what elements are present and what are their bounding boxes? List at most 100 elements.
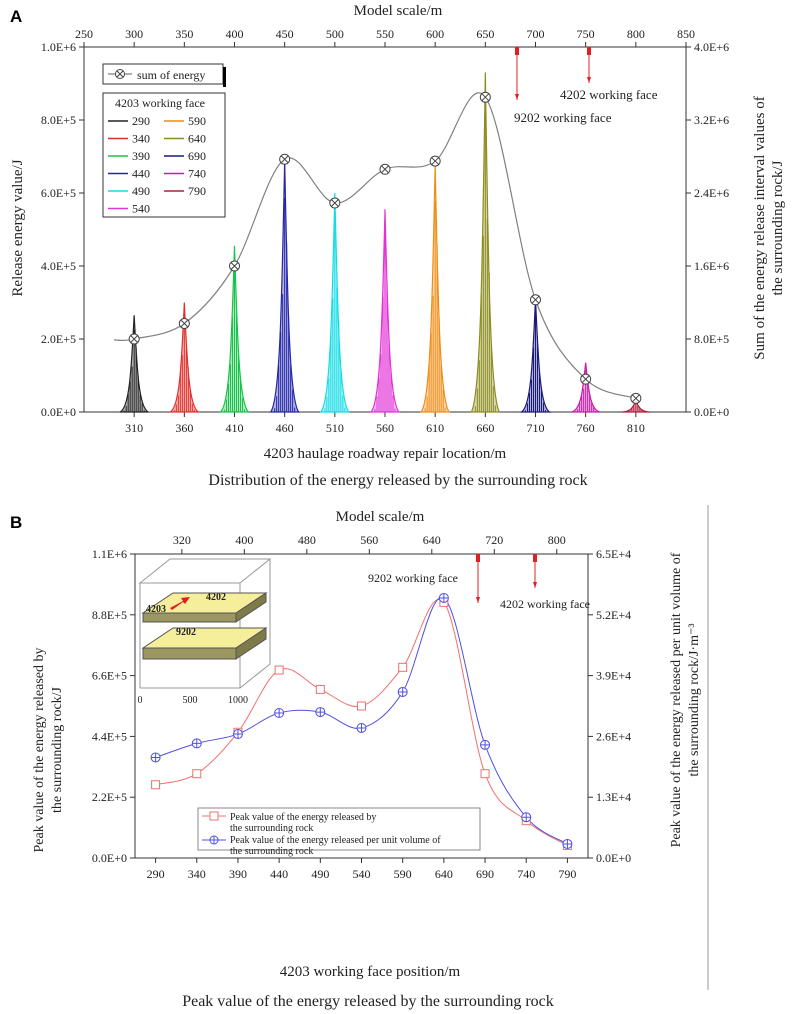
panel-b-y2-tick-label: 6.5E+4 — [596, 547, 631, 561]
panel-b-top-tick-label: 640 — [423, 533, 441, 547]
panel-b-annotation-label: 9202 working face — [368, 571, 458, 585]
panel-a-peak-640 — [470, 72, 501, 413]
panel-a-y2-tick-label: 0.0E+0 — [694, 405, 729, 419]
panel-a-sum-marker-cross — [481, 93, 490, 102]
panel-b-y2-tick-label: 5.2E+4 — [596, 608, 631, 622]
panel-a-sum-marker — [379, 163, 391, 175]
panel-a-x-tick-label: 510 — [326, 421, 344, 435]
panel-b-axes: 290 340 390 440 490 540 590 640 690 740 790 320 400 4… — [92, 533, 631, 881]
panel-a-y2-tick-label: 8.0E+5 — [694, 332, 729, 346]
panel-a-legend-label: 540 — [132, 202, 150, 216]
panel-b-series-2-marker-cross — [521, 812, 531, 822]
panel-a-peak-740 — [571, 362, 600, 413]
panel-a-legend-sum-cross — [116, 70, 124, 78]
panel-b-top-tick-label: 320 — [173, 533, 191, 547]
panel-b-inset: 4203 4202 9202 0 500 1000 — [138, 558, 272, 706]
panel-a-y-tick-label: 4.0E+5 — [41, 259, 76, 273]
panel-b-series-1-marker — [274, 665, 284, 675]
panel-a-sum-marker-cross — [431, 157, 440, 165]
panel-a-sum-marker-cross — [130, 335, 139, 343]
panel-b-inset-label-9202: 9202 — [176, 627, 196, 638]
panel-b-y-axis-label-line1: Peak value of the energy released by — [32, 648, 47, 853]
panel-b-x-tick-label: 490 — [311, 867, 329, 881]
panel-b-x-tick-label: 390 — [229, 867, 247, 881]
panel-a-peak-340 — [168, 302, 201, 413]
panel-b-y2-axis-label-line2: the surrounding rock/J·m⁻³ — [687, 623, 702, 776]
panel-b-y-tick-label: 4.4E+5 — [92, 729, 127, 743]
panel-a-sum-marker — [178, 317, 190, 329]
panel-a-legend-label: 640 — [188, 132, 206, 146]
panel-b-annotation-4202: 4202 working face — [500, 554, 590, 611]
panel-b-x-tick-label: 590 — [394, 867, 412, 881]
panel-b-series-2-marker-cross — [439, 593, 449, 603]
panel-b-label: B — [10, 513, 22, 532]
panel-a-sum-curve — [114, 91, 642, 404]
panel-b-series-2-marker-cross — [398, 687, 408, 697]
panel-a-legend-item-540: 540 — [108, 202, 150, 216]
panel-a-y2-tick-label: 4.0E+6 — [694, 40, 729, 54]
panel-b-y-tick-label: 8.8E+5 — [92, 608, 127, 622]
panel-b-inset-tick-label: 500 — [183, 695, 198, 706]
panel-a-sum-marker-cross — [280, 155, 289, 164]
panel-b-legend-swatch-cross — [210, 836, 218, 844]
panel-b-inset-tick-label: 0 — [138, 695, 143, 706]
panel-b-series-2-marker — [191, 738, 202, 749]
panel-a-legend-item-790: 790 — [164, 184, 206, 198]
panel-a-peak-440 — [269, 160, 300, 413]
panel-a-caption: Distribution of the energy released by t… — [208, 472, 587, 489]
panel-a-legend-item-490: 490 — [108, 184, 150, 198]
panel-a-legend-sum-label: sum of energy — [137, 68, 205, 82]
panel-b-y2-tick-label: 2.6E+4 — [596, 729, 631, 743]
panel-b-top-tick-label: 480 — [298, 533, 316, 547]
panel-a-x-tick-label: 610 — [426, 421, 444, 435]
panel-a-annotation-arrow — [587, 77, 591, 83]
panel-b-y2-tick-label: 1.3E+4 — [596, 790, 631, 804]
panel-a-annotation-marker — [587, 47, 591, 55]
panel-a-sum-marker — [530, 294, 541, 306]
panel-b-y2-tick-label: 3.9E+4 — [596, 669, 631, 683]
panel-b-series-1-marker — [357, 701, 366, 711]
panel-b-series-2-marker-cross — [233, 729, 243, 739]
panel-a-peak-290 — [119, 315, 149, 413]
panel-a-legend-group: 4203 working face 290 340 390 440 490 540 590 64… — [102, 92, 226, 218]
panel-a-top-tick-label: 250 — [75, 27, 93, 41]
panel-a-sum-marker-cross — [330, 199, 339, 207]
panel-b-caption: Peak value of the energy released by the… — [182, 993, 554, 1010]
panel-a-legend-item-340: 340 — [108, 132, 150, 146]
panel-b-x-axis-label: 4203 working face position/m — [280, 964, 461, 980]
panel-b-series-2-marker — [315, 707, 326, 718]
panel-b-series-1-marker — [315, 684, 325, 694]
panel-a-top-tick-label: 450 — [276, 27, 294, 41]
panel-b-y-tick-label: 1.1E+6 — [92, 547, 127, 561]
panel-a-sum-marker — [429, 155, 441, 167]
panel-a-top-tick-label: 350 — [175, 27, 193, 41]
panel-a-sum-marker-cross — [180, 319, 189, 328]
panel-a-top-tick-label: 550 — [376, 27, 394, 41]
panel-a-legend-label: 690 — [188, 149, 206, 163]
panel-a-legend-label: 440 — [132, 167, 150, 181]
panel-a-sum-marker — [229, 260, 240, 272]
panel-a-x-tick-label: 460 — [276, 421, 294, 435]
panel-a-legend-label: 740 — [188, 167, 206, 181]
panel-b-inset-tick-label: 1000 — [228, 695, 248, 706]
panel-a-legend-sum-shadow — [223, 67, 226, 87]
panel-a-x-axis-label: 4203 haulage roadway repair location/m — [264, 446, 507, 462]
panel-b-x-tick-label: 740 — [517, 867, 535, 881]
panel-b-inset-box-edges — [139, 559, 271, 689]
panel-a-legend-label: 390 — [132, 149, 150, 163]
panel-a-sum-marker — [479, 91, 491, 103]
panel-a-x-tick-label: 810 — [627, 421, 645, 435]
panel-b-annotation-label: 4202 working face — [500, 597, 590, 611]
panel-b-y-tick-label: 2.2E+5 — [92, 790, 127, 804]
panel-a-peak-540 — [369, 209, 401, 413]
panel-a-top-tick-label: 800 — [627, 27, 645, 41]
panel-a-legend-label: 340 — [132, 132, 150, 146]
panel-a-legend-label: 790 — [188, 184, 206, 198]
panel-b-top-tick-label: 720 — [485, 533, 503, 547]
panel-a-top-tick-label: 750 — [577, 27, 595, 41]
panel-b-annotation-arrow — [533, 582, 537, 588]
panel-a-legend-item-690: 690 — [164, 149, 206, 163]
panel-b-inset-upper-slab-side — [235, 592, 267, 623]
panel-b-legend-box — [197, 807, 481, 851]
